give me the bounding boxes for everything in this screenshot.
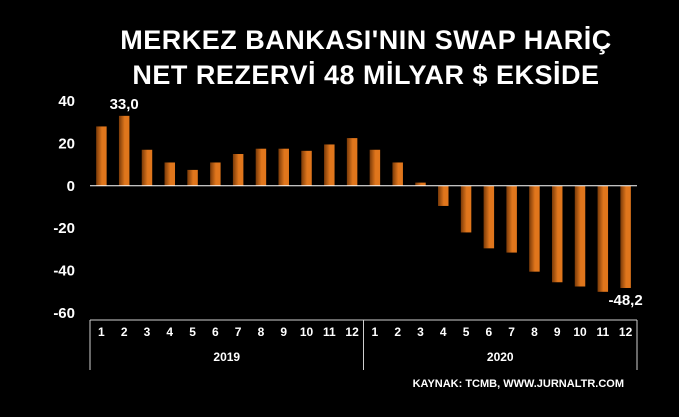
- x-tick-label: 3: [417, 325, 424, 339]
- chart-title-line-2: NET REZERVİ 48 MİLYAR $ EKSİDE: [132, 60, 599, 90]
- y-tick-label: 40: [58, 93, 75, 110]
- y-tick-label: -40: [53, 263, 75, 280]
- bar: [574, 185, 586, 287]
- x-tick-label: 4: [166, 325, 173, 339]
- x-tick-label: 2: [394, 325, 401, 339]
- bar: [255, 148, 267, 186]
- y-axis-ticks: 40 20 0 -20 -40 -60: [53, 93, 75, 322]
- x-tick-label: 8: [531, 325, 538, 339]
- bar: [460, 185, 472, 233]
- y-tick-label: 20: [58, 135, 75, 152]
- bar: [369, 149, 381, 186]
- bar: [301, 150, 312, 186]
- bar: [597, 185, 609, 292]
- bar: [415, 182, 426, 186]
- bar: [620, 185, 631, 288]
- chart-title-line-1: MERKEZ BANKASI'NIN SWAP HARİÇ: [120, 25, 611, 55]
- y-tick-label: -60: [53, 305, 75, 322]
- bar: [210, 162, 221, 186]
- x-tick-label: 1: [98, 325, 105, 339]
- bar: [438, 185, 449, 206]
- x-tick-label: 9: [554, 325, 561, 339]
- bar: [324, 144, 335, 186]
- x-tick-label: 7: [508, 325, 515, 339]
- bar: [96, 126, 107, 186]
- bar: [187, 169, 198, 186]
- x-tick-label: 5: [463, 325, 470, 339]
- x-tick-label: 10: [300, 325, 314, 339]
- x-tick-label: 11: [596, 325, 609, 339]
- bar: [118, 115, 130, 186]
- bar: [392, 162, 403, 186]
- x-tick-label: 7: [235, 325, 242, 339]
- data-labels: 33,0 -48,2: [110, 96, 643, 309]
- x-tick-label: 3: [144, 325, 151, 339]
- x-tick-label: 9: [280, 325, 287, 339]
- bar: [551, 185, 563, 283]
- x-tick-label: 10: [573, 325, 587, 339]
- bar: [506, 185, 517, 253]
- x-tick-label: 6: [486, 325, 493, 339]
- x-tick-label: 5: [189, 325, 196, 339]
- bar: [278, 148, 289, 186]
- bar: [346, 138, 358, 186]
- bar: [141, 149, 153, 186]
- x-tick-label: 12: [619, 325, 633, 339]
- x-tick-label: 2: [121, 325, 128, 339]
- y-tick-label: 0: [67, 178, 75, 195]
- year-label: 2019: [213, 350, 240, 364]
- data-label: -48,2: [609, 292, 643, 309]
- bar: [483, 185, 495, 249]
- x-tick-label: 8: [258, 325, 265, 339]
- x-tick-label: 1: [372, 325, 379, 339]
- bar: [232, 154, 244, 186]
- data-label: 33,0: [110, 96, 139, 113]
- x-tick-label: 4: [440, 325, 447, 339]
- y-tick-label: -20: [53, 220, 75, 237]
- x-tick-label: 11: [323, 325, 336, 339]
- bars-group: [96, 115, 631, 292]
- year-label: 2020: [487, 350, 514, 364]
- bar: [529, 185, 540, 272]
- source-note: KAYNAK: TCMB, WWW.JURNALTR.COM: [413, 378, 624, 390]
- x-tick-label: 12: [345, 325, 359, 339]
- bar: [164, 162, 176, 186]
- x-tick-label: 6: [212, 325, 219, 339]
